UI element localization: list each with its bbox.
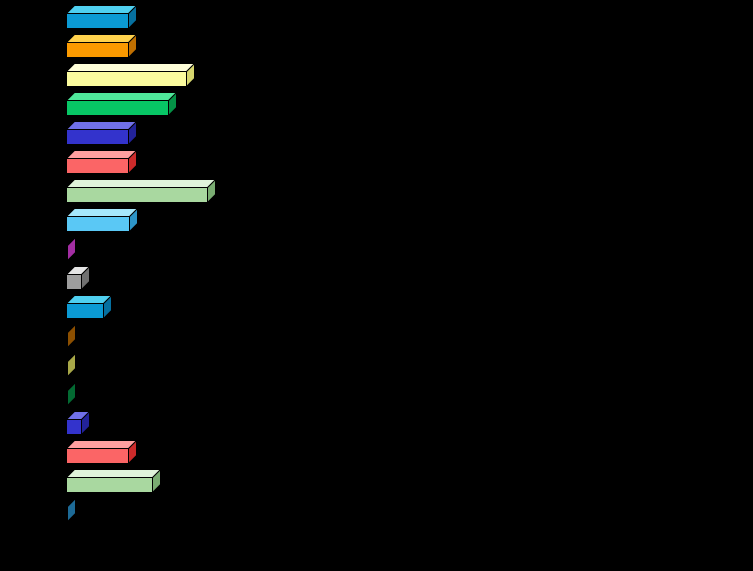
- bar-13[interactable]: [65, 352, 77, 378]
- bar-top-face: [65, 5, 138, 14]
- bar-16[interactable]: [65, 439, 138, 465]
- bar-7[interactable]: [65, 178, 217, 204]
- bar-11[interactable]: [65, 294, 113, 320]
- bar-top-face: [65, 411, 91, 420]
- bar-top-face: [65, 353, 77, 362]
- bar-front-face: [66, 158, 129, 174]
- bar-top-face: [65, 295, 113, 304]
- bar-top-face: [65, 382, 77, 391]
- bar-17[interactable]: [65, 468, 162, 494]
- bar-front-face: [66, 448, 129, 464]
- bar-18[interactable]: [65, 497, 77, 523]
- bar-9[interactable]: [65, 236, 77, 262]
- bar-top-face: [65, 266, 91, 275]
- bar-top-face: [65, 498, 77, 507]
- bar-front-face: [66, 303, 104, 319]
- bar-2[interactable]: [65, 33, 138, 59]
- bar-top-face: [65, 179, 217, 188]
- bar-5[interactable]: [65, 120, 138, 146]
- bar-front-face: [66, 71, 187, 87]
- bar-front-face: [66, 187, 208, 203]
- bar-1[interactable]: [65, 4, 138, 30]
- bar-14[interactable]: [65, 381, 77, 407]
- bar-front-face: [66, 419, 82, 435]
- bar-top-face: [65, 440, 138, 449]
- bar-top-face: [65, 92, 178, 101]
- bar-front-face: [66, 100, 169, 116]
- bar-top-face: [65, 469, 162, 478]
- bar-10[interactable]: [65, 265, 91, 291]
- bar-4[interactable]: [65, 91, 178, 117]
- bar-15[interactable]: [65, 410, 91, 436]
- bar-front-face: [66, 42, 129, 58]
- bar-front-face: [66, 13, 129, 29]
- bar-top-face: [65, 121, 138, 130]
- bar-top-face: [65, 150, 138, 159]
- bar-front-face: [66, 216, 130, 232]
- bar-12[interactable]: [65, 323, 77, 349]
- bar-front-face: [66, 274, 82, 290]
- bar-top-face: [65, 63, 196, 72]
- bar-top-face: [65, 34, 138, 43]
- bar-3[interactable]: [65, 62, 196, 88]
- bar-front-face: [66, 477, 153, 493]
- bar-top-face: [65, 324, 77, 333]
- bar-top-face: [65, 208, 139, 217]
- bar-6[interactable]: [65, 149, 138, 175]
- bar-front-face: [66, 129, 129, 145]
- bar-top-face: [65, 237, 77, 246]
- bar-8[interactable]: [65, 207, 139, 233]
